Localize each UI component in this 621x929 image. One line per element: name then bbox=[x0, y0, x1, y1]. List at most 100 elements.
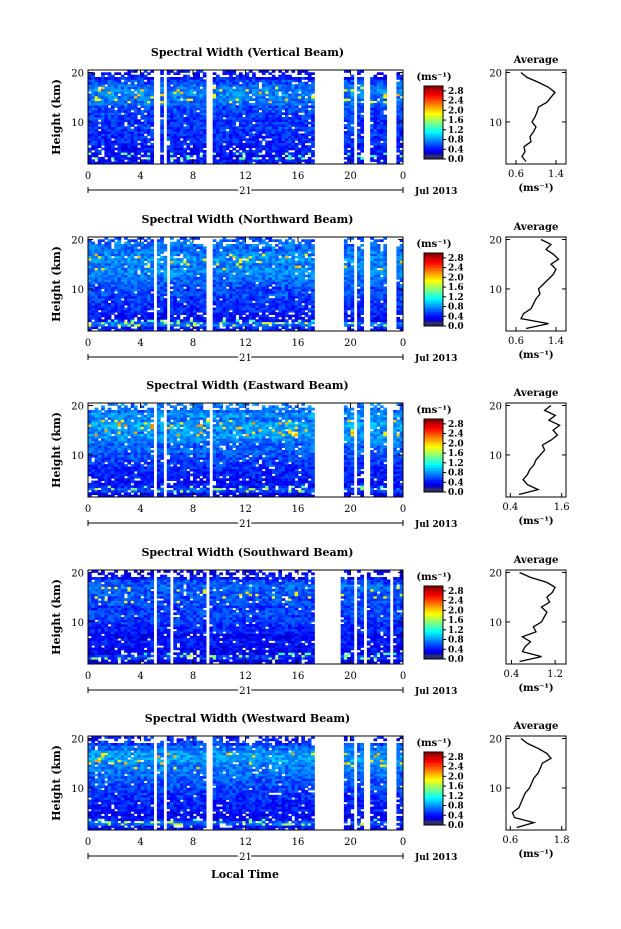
heatmap-cell bbox=[173, 274, 177, 278]
heatmap-cell bbox=[291, 291, 296, 294]
heatmap-cell bbox=[143, 251, 148, 254]
heatmap-cell bbox=[216, 140, 220, 144]
heatmap-cell bbox=[150, 138, 154, 141]
heatmap-cell bbox=[186, 274, 191, 278]
heatmap-cell bbox=[261, 100, 266, 104]
heatmap-cell bbox=[94, 281, 99, 285]
heatmap-cell bbox=[373, 112, 378, 115]
heatmap-cell bbox=[107, 152, 112, 155]
heatmap-cell bbox=[219, 295, 223, 299]
heatmap-cell bbox=[242, 142, 246, 146]
heatmap-cell bbox=[229, 138, 233, 141]
heatmap-cell bbox=[294, 319, 299, 323]
heatmap-cell bbox=[186, 112, 191, 115]
heatmap-cell bbox=[130, 323, 135, 327]
heatmap-cell bbox=[133, 281, 138, 285]
heatmap-cell bbox=[193, 88, 197, 92]
heatmap-cell bbox=[117, 124, 122, 127]
heatmap-cell bbox=[133, 260, 138, 264]
heatmap-cell bbox=[176, 272, 181, 276]
heatmap-cell bbox=[127, 248, 132, 252]
heatmap-cell bbox=[229, 295, 233, 299]
heatmap-cell bbox=[179, 107, 184, 111]
heatmap-cell bbox=[216, 276, 220, 280]
heatmap-cell bbox=[117, 291, 122, 294]
heatmap-cell bbox=[176, 128, 181, 132]
heatmap-cell bbox=[137, 241, 141, 245]
heatmap-cell bbox=[383, 121, 387, 125]
heatmap-cell bbox=[238, 295, 243, 299]
heatmap-cell bbox=[265, 281, 269, 285]
heatmap-cell bbox=[193, 316, 197, 320]
heatmap-cell bbox=[170, 147, 174, 151]
heatmap-cell bbox=[196, 260, 200, 264]
heatmap-cell bbox=[383, 156, 387, 160]
heatmap-cell bbox=[261, 241, 266, 245]
heatmap-cell bbox=[193, 295, 197, 299]
heatmap-cell bbox=[189, 302, 194, 306]
heatmap-cell bbox=[232, 265, 237, 268]
heatmap-cell bbox=[307, 72, 312, 75]
heatmap-cell bbox=[212, 298, 217, 301]
heatmap-cell bbox=[370, 105, 374, 108]
heatmap-cell bbox=[97, 126, 102, 130]
heatmap-cell bbox=[91, 154, 95, 158]
heatmap-cell bbox=[114, 112, 118, 115]
heatmap-cell bbox=[160, 145, 164, 148]
heatmap-cell bbox=[370, 147, 374, 151]
heatmap-cell bbox=[173, 100, 177, 104]
heatmap-cell bbox=[235, 140, 240, 144]
heatmap-cell bbox=[183, 117, 187, 120]
heatmap-cell bbox=[120, 126, 125, 130]
heatmap-cell bbox=[111, 79, 115, 83]
heatmap-cell bbox=[140, 84, 145, 87]
heatmap-cell bbox=[140, 305, 145, 308]
heatmap-cell bbox=[376, 142, 381, 146]
heatmap-cell bbox=[261, 298, 266, 301]
heatmap-cell bbox=[229, 281, 233, 285]
heatmap-cell bbox=[347, 156, 351, 160]
heatmap-cell bbox=[232, 152, 237, 155]
heatmap-cell bbox=[104, 246, 109, 250]
heatmap-cell bbox=[261, 95, 266, 99]
heatmap-cell bbox=[199, 119, 204, 122]
heatmap-cell bbox=[399, 102, 404, 106]
heatmap-cell bbox=[120, 77, 125, 80]
heatmap-cell bbox=[173, 244, 177, 247]
heatmap-cell bbox=[117, 128, 122, 132]
heatmap-cell bbox=[281, 112, 286, 115]
heatmap-cell bbox=[229, 145, 233, 148]
heatmap-cell bbox=[179, 260, 184, 264]
heatmap-cell bbox=[107, 124, 112, 127]
heatmap-cell bbox=[101, 279, 105, 282]
heatmap-cell bbox=[238, 156, 243, 160]
heatmap-cell bbox=[235, 260, 240, 264]
heatmap-cell bbox=[261, 309, 266, 313]
heatmap-cell bbox=[179, 77, 184, 80]
heatmap-cell bbox=[291, 114, 296, 118]
heatmap-cell bbox=[252, 84, 256, 87]
heatmap-cell bbox=[147, 265, 151, 268]
heatmap-cell bbox=[278, 98, 282, 101]
heatmap-cell bbox=[245, 79, 250, 83]
heatmap-cell bbox=[196, 262, 200, 266]
heatmap-cell bbox=[186, 121, 191, 125]
heatmap-cell bbox=[225, 131, 230, 134]
heatmap-cell bbox=[258, 248, 263, 252]
heatmap-cell bbox=[107, 328, 112, 332]
heatmap-cell bbox=[143, 102, 148, 106]
heatmap-cell bbox=[91, 298, 95, 301]
heatmap-cell bbox=[202, 319, 207, 323]
heatmap-cell bbox=[229, 121, 233, 125]
heatmap-cell bbox=[396, 88, 401, 92]
heatmap-cell bbox=[143, 110, 148, 113]
heatmap-cell bbox=[120, 114, 125, 118]
heatmap-cell bbox=[127, 319, 132, 323]
heatmap-cell bbox=[176, 316, 181, 320]
heatmap-cell bbox=[97, 98, 102, 101]
heatmap-cell bbox=[179, 237, 184, 240]
heatmap-cell bbox=[383, 105, 387, 108]
heatmap-cell bbox=[298, 154, 302, 158]
heatmap-cell bbox=[380, 79, 384, 83]
heatmap-cell bbox=[133, 286, 138, 290]
